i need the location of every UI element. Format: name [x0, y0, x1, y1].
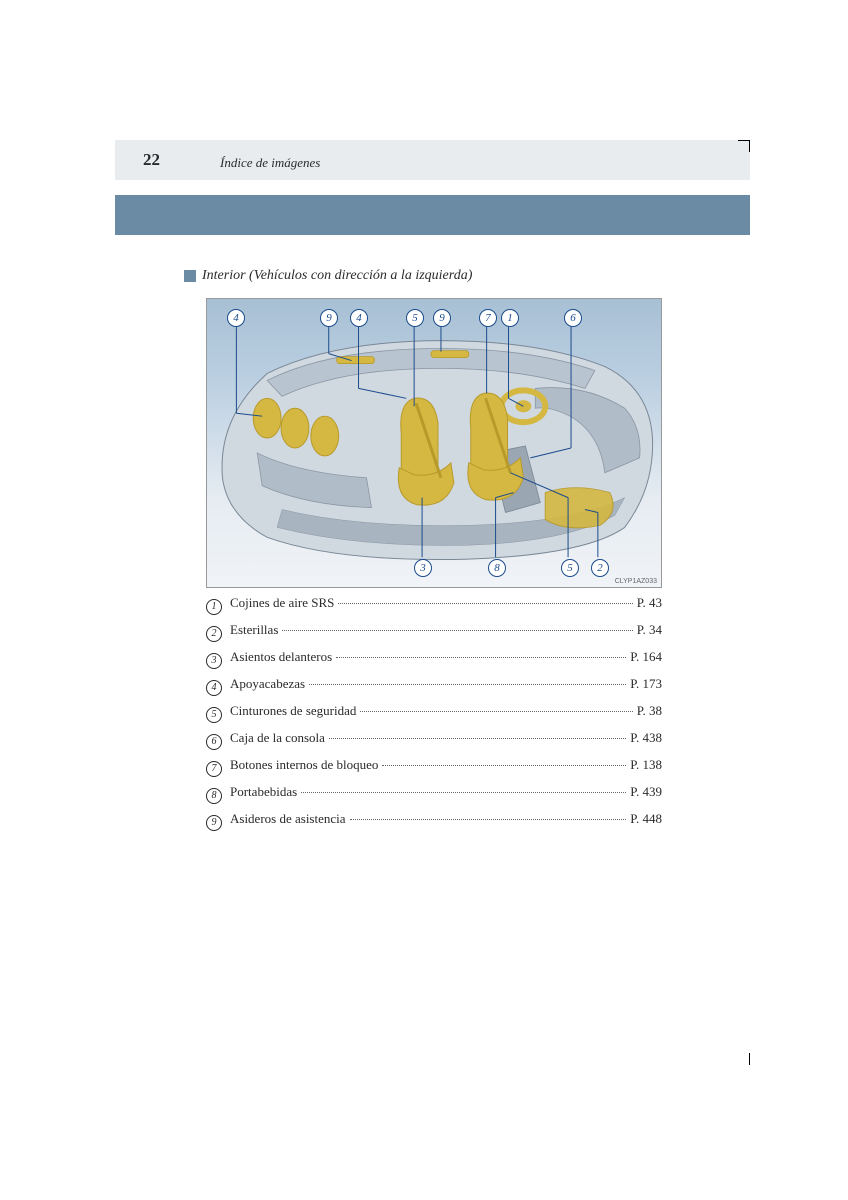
header-bar: 22 Índice de imágenes [115, 140, 750, 180]
list-item-page: P. 164 [630, 648, 662, 666]
section-blue-bar [115, 195, 750, 235]
diagram-callout: 5 [561, 559, 579, 577]
list-item: 4 Apoyacabezas P. 173 [206, 675, 662, 694]
list-item-page: P. 138 [630, 756, 662, 774]
diagram-callout: 4 [227, 309, 245, 327]
list-item: 7 Botones internos de bloqueo P. 138 [206, 756, 662, 775]
section-bullet-icon [184, 270, 196, 282]
list-item: 1 Cojines de aire SRS P. 43 [206, 594, 662, 613]
list-item-number: 4 [206, 680, 222, 696]
list-item-page: P. 34 [637, 621, 662, 639]
list-item-page: P. 439 [630, 783, 662, 801]
leader-dots [282, 630, 632, 631]
diagram-callout: 9 [320, 309, 338, 327]
crop-mark-icon [738, 1053, 750, 1065]
list-item-number: 9 [206, 815, 222, 831]
list-item-page: P. 448 [630, 810, 662, 828]
diagram-callout: 9 [433, 309, 451, 327]
list-item-page: P. 173 [630, 675, 662, 693]
list-item-page: P. 438 [630, 729, 662, 747]
list-item: 2 Esterillas P. 34 [206, 621, 662, 640]
header-title: Índice de imágenes [220, 155, 320, 171]
diagram-callout: 2 [591, 559, 609, 577]
crop-mark-icon [738, 140, 750, 152]
list-item-label: Cojines de aire SRS [230, 594, 334, 612]
list-item-number: 3 [206, 653, 222, 669]
list-item-number: 5 [206, 707, 222, 723]
list-item-label: Asideros de asistencia [230, 810, 346, 828]
diagram-code: CLYP1AZ033 [615, 578, 657, 585]
list-item: 3 Asientos delanteros P. 164 [206, 648, 662, 667]
list-item: 8 Portabebidas P. 439 [206, 783, 662, 802]
diagram-box: 49459716 3852 CLYP1AZ033 [206, 298, 662, 588]
list-item-number: 8 [206, 788, 222, 804]
section-title: Interior (Vehículos con dirección a la i… [202, 268, 472, 284]
page-number: 22 [143, 150, 160, 170]
list-item-label: Esterillas [230, 621, 278, 639]
leader-dots [309, 684, 626, 685]
leader-dots [301, 792, 626, 793]
car-interior-diagram [207, 299, 661, 587]
diagram-callout: 1 [501, 309, 519, 327]
list-item-label: Asientos delanteros [230, 648, 332, 666]
list-item-number: 1 [206, 599, 222, 615]
list-item-label: Caja de la consola [230, 729, 325, 747]
list-item: 9 Asideros de asistencia P. 448 [206, 810, 662, 829]
list-item-page: P. 38 [637, 702, 662, 720]
leader-dots [338, 603, 632, 604]
list-item: 5 Cinturones de seguridad P. 38 [206, 702, 662, 721]
diagram-callout: 4 [350, 309, 368, 327]
diagram-callout: 3 [414, 559, 432, 577]
diagram-callout: 5 [406, 309, 424, 327]
list-item-label: Portabebidas [230, 783, 297, 801]
leader-dots [360, 711, 632, 712]
section-title-row: Interior (Vehículos con dirección a la i… [184, 268, 472, 284]
list-item-label: Botones internos de bloqueo [230, 756, 378, 774]
list-item-number: 7 [206, 761, 222, 777]
leader-dots [382, 765, 626, 766]
leader-dots [329, 738, 626, 739]
diagram-callout: 6 [564, 309, 582, 327]
leader-dots [336, 657, 626, 658]
list-item-page: P. 43 [637, 594, 662, 612]
list-item-label: Apoyacabezas [230, 675, 305, 693]
index-list: 1 Cojines de aire SRS P. 43 2 Esterillas P. 3… [206, 594, 662, 837]
list-item: 6 Caja de la consola P. 438 [206, 729, 662, 748]
list-item-label: Cinturones de seguridad [230, 702, 356, 720]
list-item-number: 6 [206, 734, 222, 750]
diagram-callout: 7 [479, 309, 497, 327]
diagram-callout: 8 [488, 559, 506, 577]
leader-dots [350, 819, 627, 820]
list-item-number: 2 [206, 626, 222, 642]
